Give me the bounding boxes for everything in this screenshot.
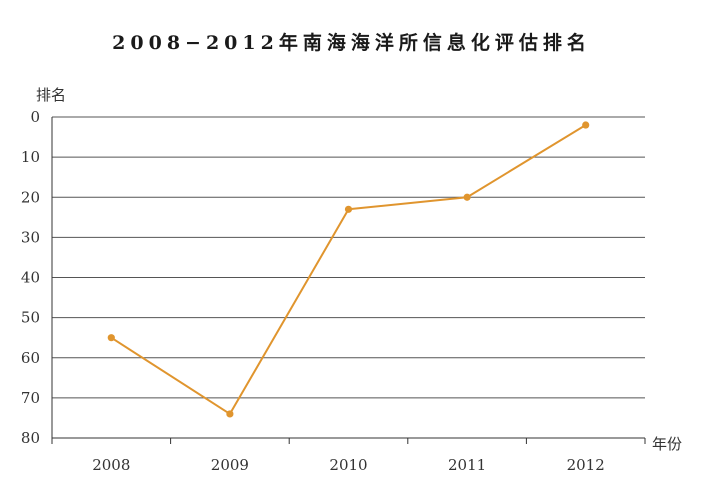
x-tick-label: 2011 [448, 456, 486, 474]
data-point [582, 121, 590, 129]
y-tick-label: 50 [21, 309, 40, 327]
x-tick-label: 2012 [567, 456, 605, 474]
data-point [107, 334, 115, 342]
axes [51, 117, 646, 444]
data-point [463, 193, 471, 201]
y-tick-label: 40 [21, 269, 40, 287]
gridlines [52, 116, 645, 399]
data-point [226, 410, 234, 418]
x-tick-label: 2009 [211, 456, 249, 474]
x-tick-label: 2008 [92, 456, 130, 474]
series-line [110, 124, 587, 415]
chart-title: 2008−2012年南海海洋所信息化评估排名 [112, 32, 591, 54]
y-tick-label: 0 [30, 108, 40, 126]
y-tick-labels: 0 10 20 30 40 50 60 70 80 [21, 108, 40, 447]
data-point [344, 205, 353, 213]
x-tick-label: 2010 [329, 456, 367, 474]
y-tick-label: 70 [21, 389, 40, 407]
x-tick-labels: 2008 2009 2010 2011 2012 [92, 456, 605, 474]
y-tick-label: 20 [21, 188, 40, 206]
y-axis-title: 排名 [36, 86, 66, 104]
x-axis-title: 年份 [652, 435, 682, 453]
y-tick-label: 60 [21, 349, 40, 367]
series-group [107, 121, 590, 418]
y-tick-label: 30 [21, 228, 40, 246]
y-tick-label: 80 [21, 429, 40, 447]
y-tick-label: 10 [21, 148, 40, 166]
